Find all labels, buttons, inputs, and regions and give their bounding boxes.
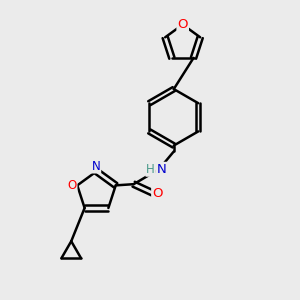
Text: N: N [157, 163, 167, 176]
Text: O: O [67, 179, 76, 192]
Text: O: O [177, 18, 188, 31]
Text: H: H [146, 163, 155, 176]
Text: O: O [152, 187, 163, 200]
Text: N: N [92, 160, 100, 172]
